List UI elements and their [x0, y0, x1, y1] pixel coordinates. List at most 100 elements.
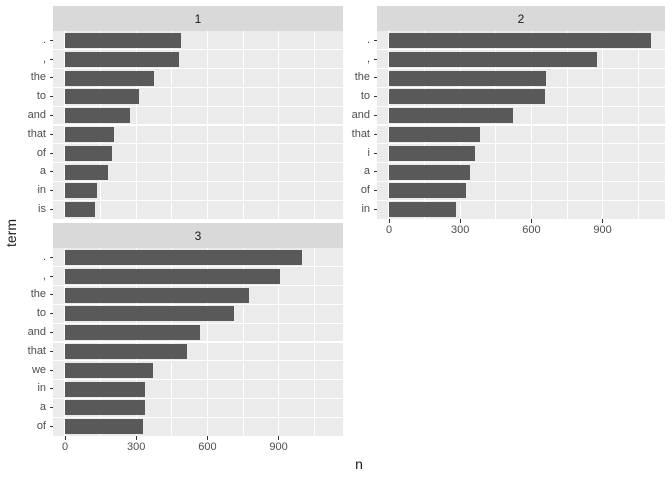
y-tick-mark: [373, 115, 377, 117]
y-tick-mark: [373, 96, 377, 98]
y-tick-mark: [49, 256, 53, 258]
x-tick-mark: [64, 436, 66, 440]
y-axis-term-text: a: [39, 165, 46, 178]
x-axis-facet-3: 0 300 600 900: [53, 436, 343, 454]
y-axis-term-text: the: [30, 288, 46, 301]
bar: [389, 202, 456, 218]
y-tick-mark: [49, 133, 53, 135]
y-tick-mark: [49, 58, 53, 60]
y-axis-labels-facet-1: ., the to and that of a in is: [6, 31, 53, 219]
bar: [389, 164, 470, 180]
x-tick-mark: [388, 219, 390, 223]
gridline-row: [53, 161, 343, 164]
x-axis-tick-label: 0: [61, 441, 69, 453]
x-tick-mark: [602, 219, 604, 223]
bar: [389, 183, 466, 199]
y-tick-mark: [373, 209, 377, 211]
y-axis-term-text: to: [36, 307, 46, 320]
bar: [65, 32, 181, 48]
gridline-row: [53, 143, 343, 145]
y-axis-tick-label: of: [330, 181, 377, 200]
y-axis-term-text: ,: [42, 52, 46, 65]
gridline-row: [377, 86, 665, 89]
y-axis-term-text: ,: [366, 52, 370, 65]
gridline-row: [377, 105, 665, 107]
y-axis-tick-label: the: [6, 69, 53, 88]
y-axis-tick-label: the: [330, 69, 377, 88]
bar: [65, 183, 98, 199]
bar: [65, 145, 112, 161]
y-axis-title: term: [3, 219, 19, 247]
y-axis-term-text: a: [39, 401, 46, 414]
y-axis-tick-label: ,: [6, 50, 53, 69]
y-axis-term-text: of: [36, 420, 46, 433]
x-axis-tick-label: 0: [385, 224, 393, 236]
y-axis-term-text: .: [42, 33, 46, 46]
y-tick-mark: [49, 171, 53, 173]
bar: [65, 126, 114, 142]
y-tick-mark: [49, 209, 53, 211]
bar: [389, 70, 546, 86]
y-axis-tick-label: of: [6, 144, 53, 163]
bar: [389, 32, 652, 48]
y-tick-mark: [373, 58, 377, 60]
x-axis-tick-label: 600: [522, 224, 541, 236]
y-axis-tick-label: .: [6, 31, 53, 50]
gridline-row: [377, 124, 665, 126]
bar: [65, 70, 154, 86]
facet-strip-2: 2: [377, 6, 665, 31]
y-axis-term-text: .: [42, 250, 46, 263]
bar: [65, 419, 143, 435]
y-axis-tick-label: and: [6, 323, 53, 342]
y-axis-tick-label: .: [330, 31, 377, 50]
y-axis-term-text: that: [351, 127, 370, 140]
facet-panel-1: [53, 31, 343, 219]
gridline-row: [53, 199, 343, 201]
facet-strip-3: 3: [53, 223, 343, 248]
x-axis-facet-2: 0 300 600 900: [377, 219, 665, 237]
x-axis-tick-label: 300: [451, 224, 470, 236]
x-tick-mark: [459, 219, 461, 223]
y-axis-labels-facet-2: ., the to and that i a of in: [330, 31, 377, 219]
bar: [65, 249, 302, 265]
y-axis-tick-label: and: [6, 106, 53, 125]
bar: [65, 400, 145, 416]
y-tick-mark: [373, 171, 377, 173]
gridline-row: [53, 86, 343, 89]
x-axis-tick-label: 900: [593, 224, 612, 236]
gridline-row: [53, 49, 343, 51]
gridline-row: [53, 397, 343, 400]
y-axis-tick-label: a: [6, 398, 53, 417]
bar: [65, 362, 153, 378]
y-tick-mark: [49, 313, 53, 315]
gridline-row: [377, 67, 665, 70]
bar: [65, 287, 249, 303]
gridline-row: [377, 49, 665, 51]
y-axis-tick-label: .: [6, 248, 53, 267]
x-axis-tick-label: 600: [198, 441, 217, 453]
gridline-row: [53, 360, 343, 362]
y-axis-term-text: and: [351, 109, 370, 122]
y-tick-mark: [49, 294, 53, 296]
y-axis-term-text: and: [27, 109, 46, 122]
x-tick-mark: [530, 219, 532, 223]
gridline-row: [53, 180, 343, 183]
y-axis-term-text: to: [36, 90, 46, 103]
y-axis-tick-label: in: [330, 200, 377, 219]
y-axis-tick-label: the: [6, 286, 53, 305]
x-axis-tick-label: 900: [269, 441, 288, 453]
gridline-row: [377, 199, 665, 201]
y-tick-mark: [49, 115, 53, 117]
bar: [65, 202, 95, 218]
gridline-row: [53, 416, 343, 418]
y-axis-term-text: and: [27, 326, 46, 339]
y-axis-term-text: that: [27, 127, 46, 140]
y-tick-mark: [49, 332, 53, 334]
bar: [65, 164, 108, 180]
y-axis-tick-label: to: [6, 304, 53, 323]
bar: [65, 343, 188, 359]
y-tick-mark: [49, 77, 53, 79]
y-axis-tick-label: in: [6, 181, 53, 200]
bar: [65, 51, 179, 67]
y-tick-mark: [373, 190, 377, 192]
